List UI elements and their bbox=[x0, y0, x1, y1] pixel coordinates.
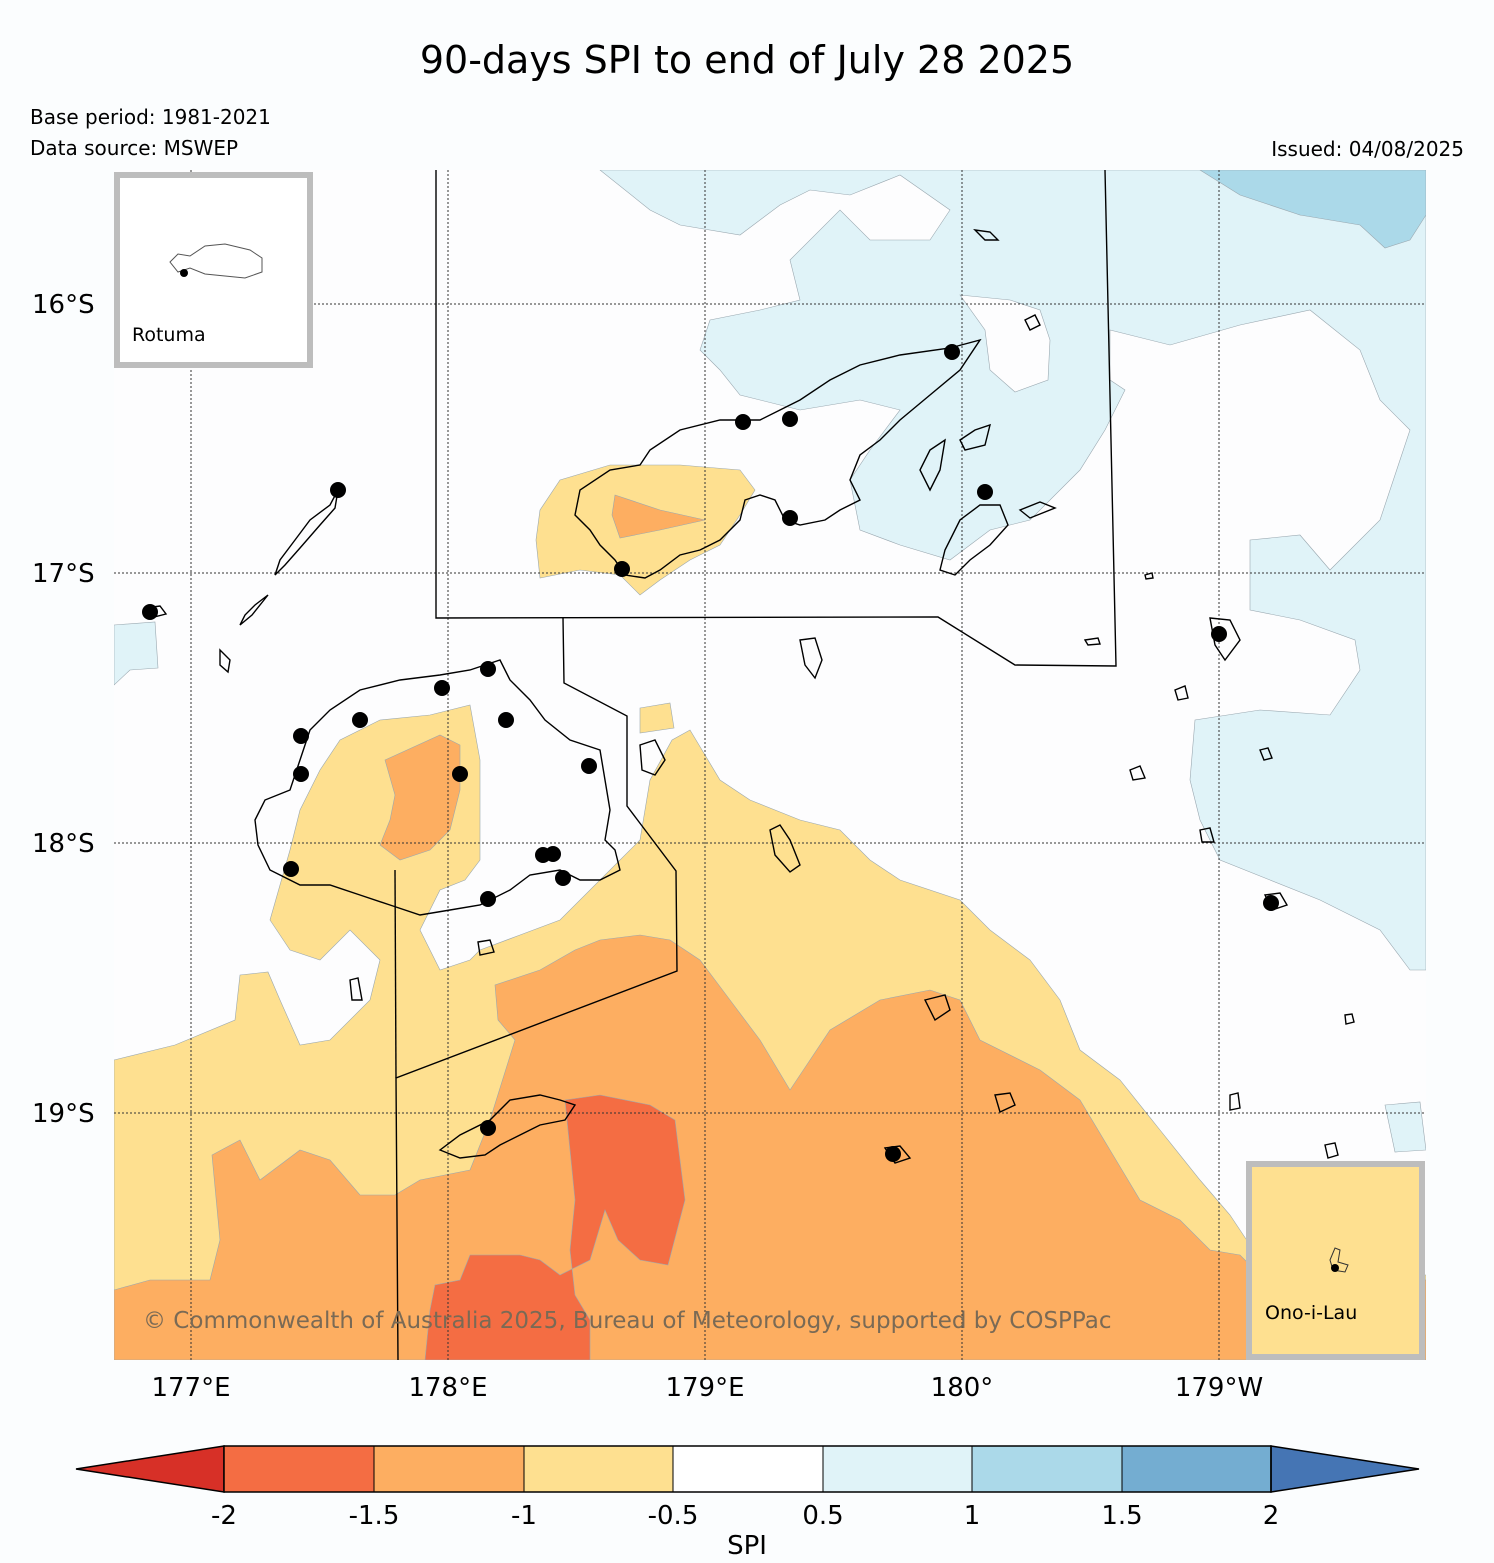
spi-region-0.5-1-west bbox=[114, 621, 159, 686]
svg-text:179°E: 179°E bbox=[665, 1373, 744, 1403]
graticule bbox=[114, 170, 1426, 1360]
colorbar-ticks: -2 -1.5 -1 -0.5 0.5 1 1.5 2 bbox=[211, 1501, 1279, 1531]
taveuni-island bbox=[939, 504, 1009, 576]
issued-date: Issued: 04/08/2025 bbox=[1271, 137, 1464, 161]
colorbar-bin bbox=[224, 1446, 374, 1492]
latitude-labels: 16°S 17°S 18°S 19°S bbox=[32, 290, 95, 1129]
svg-text:18°S: 18°S bbox=[32, 829, 95, 859]
spi-region-minus2-minus1.5 bbox=[424, 1094, 686, 1360]
viti-levu-island bbox=[254, 659, 621, 916]
svg-text:17°S: 17°S bbox=[32, 559, 95, 589]
svg-text:2: 2 bbox=[1263, 1501, 1280, 1531]
colorbar-extend-low bbox=[75, 1445, 225, 1493]
spi-region-0.5-1-southeast bbox=[1384, 1101, 1426, 1153]
colorbar: -2 -1.5 -1 -0.5 0.5 1 1.5 2 SPI bbox=[75, 1445, 1420, 1561]
colorbar-bin bbox=[374, 1446, 524, 1492]
ono-i-lau-label: Ono-i-Lau bbox=[1265, 1302, 1357, 1324]
svg-text:179°W: 179°W bbox=[1175, 1373, 1263, 1403]
ono-i-lau-inset: Ono-i-Lau bbox=[1246, 1161, 1425, 1360]
colorbar-bin bbox=[823, 1446, 972, 1492]
kadavu-island bbox=[438, 1094, 577, 1159]
map-title: 90-days SPI to end of July 28 2025 bbox=[419, 38, 1075, 82]
spi-contours bbox=[114, 170, 1426, 1360]
station-markers bbox=[142, 344, 1279, 1162]
island-coastlines bbox=[143, 229, 1355, 1164]
colorbar-extend-high bbox=[1270, 1445, 1420, 1493]
svg-text:177°E: 177°E bbox=[151, 1373, 230, 1403]
longitude-labels: 177°E 178°E 179°E 180° 179°W bbox=[151, 1373, 1263, 1403]
svg-text:1.5: 1.5 bbox=[1101, 1501, 1142, 1531]
spi-region-1-1.5 bbox=[1199, 170, 1426, 249]
colorbar-bin bbox=[1122, 1446, 1271, 1492]
svg-text:0.5: 0.5 bbox=[802, 1501, 843, 1531]
svg-text:-1.5: -1.5 bbox=[349, 1501, 400, 1531]
svg-text:19°S: 19°S bbox=[32, 1099, 95, 1129]
colorbar-bin bbox=[972, 1446, 1122, 1492]
svg-text:180°: 180° bbox=[931, 1373, 994, 1403]
colorbar-label: SPI bbox=[727, 1531, 767, 1561]
colorbar-bin bbox=[524, 1446, 673, 1492]
base-period: Base period: 1981-2021 bbox=[30, 105, 271, 129]
rotuma-label: Rotuma bbox=[132, 324, 206, 346]
svg-text:16°S: 16°S bbox=[32, 290, 95, 320]
colorbar-bin bbox=[673, 1446, 823, 1492]
copyright-text: © Commonwealth of Australia 2025, Bureau… bbox=[143, 1308, 1112, 1334]
svg-text:-2: -2 bbox=[211, 1501, 237, 1531]
svg-text:-1: -1 bbox=[511, 1501, 537, 1531]
rotuma-island bbox=[169, 243, 263, 279]
data-source: Data source: MSWEP bbox=[30, 136, 239, 160]
svg-text:1: 1 bbox=[964, 1501, 981, 1531]
vanua-levu-island bbox=[574, 338, 982, 579]
rotuma-inset: Rotuma bbox=[114, 172, 313, 368]
spi-region-minus1.5-minus1 bbox=[114, 934, 1426, 1360]
division-boundaries bbox=[394, 170, 1117, 1360]
svg-text:-0.5: -0.5 bbox=[648, 1501, 699, 1531]
svg-text:178°E: 178°E bbox=[408, 1373, 487, 1403]
